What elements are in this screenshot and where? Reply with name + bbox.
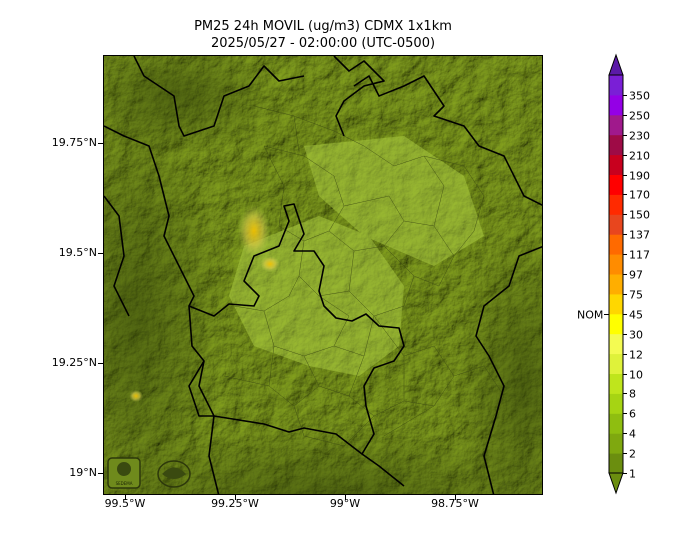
svg-text:SEDEMA: SEDEMA: [116, 481, 133, 486]
colorbar-tick: [623, 194, 627, 196]
colorbar-level-label: 45: [629, 308, 643, 322]
lon-tick-label: 99.25°W: [211, 497, 259, 510]
colorbar-segment: [609, 194, 623, 215]
nom-tick: [604, 313, 609, 315]
colorbar-segment: [609, 174, 623, 195]
colorbar-level-label: 30: [629, 328, 643, 342]
agency-logo: [157, 460, 191, 488]
colorbar-level-label: 170: [629, 188, 650, 202]
colorbar-segment: [609, 433, 623, 454]
colorbar-level-label: 150: [629, 208, 650, 222]
lat-tick-label: 19.75°N: [51, 136, 97, 149]
colorbar-segment: [609, 353, 623, 374]
colorbar-tick: [623, 333, 627, 335]
pollution-hotspot-2: [260, 256, 280, 272]
colorbar-level-label: 350: [629, 89, 650, 103]
colorbar-tick: [623, 94, 627, 96]
lon-tick: [455, 495, 456, 500]
colorbar-min-extend: [608, 472, 624, 495]
colorbar-segment: [609, 134, 623, 156]
colorbar-tick: [623, 473, 627, 474]
lat-tick: [98, 363, 103, 364]
colorbar-segment: [609, 413, 623, 434]
shade-north: [104, 56, 274, 156]
colorbar-tick: [623, 234, 627, 236]
colorbar-level-label: 10: [629, 368, 643, 381]
colorbar-segment: [609, 333, 623, 355]
colorbar-segment: [609, 393, 623, 414]
colorbar-segment: [609, 313, 623, 335]
colorbar-tick: [623, 393, 627, 395]
lon-tick: [235, 495, 236, 500]
colorbar-segment: [609, 373, 623, 394]
pollution-hotspot-3: [129, 390, 143, 402]
logos: SEDEMA: [107, 457, 191, 489]
lat-tick-label: 19.25°N: [51, 356, 97, 369]
colorbar-level-label: 230: [629, 129, 650, 143]
colorbar-segment: [609, 254, 623, 275]
shade-east: [454, 226, 542, 494]
colorbar-level-label: 1: [629, 467, 636, 481]
colorbar-level-label: 2: [629, 447, 636, 461]
colorbar-segment: [609, 274, 623, 295]
colorbar-segment: [609, 234, 623, 255]
colorbar-tick: [623, 174, 627, 176]
state-boundaries: [104, 56, 542, 494]
colorbar-segment: [609, 293, 623, 315]
colorbar-level-label: 137: [629, 228, 650, 242]
lat-tick-label: 19°N: [69, 466, 97, 479]
lon-tick-label: 99°W: [329, 497, 361, 510]
colorbar-level-label: 250: [629, 109, 650, 123]
colorbar-level-label: 6: [629, 407, 636, 421]
colorbar-tick: [623, 114, 627, 116]
lat-tick: [98, 473, 103, 474]
lon-tick: [125, 495, 126, 500]
colorbar-tick: [623, 154, 627, 156]
colorbar-level-label: 210: [629, 149, 650, 163]
colorbar-level-label: 4: [629, 427, 636, 441]
lat-tick: [98, 253, 103, 254]
colorbar-tick: [623, 134, 627, 136]
colorbar-level-label: 97: [629, 268, 643, 282]
colorbar-tick: [623, 433, 627, 435]
colorbar-level-label: 190: [629, 169, 650, 182]
colorbar-segment: [609, 154, 623, 175]
lat-tick-label: 19.5°N: [58, 246, 97, 259]
colorbar-level-label: 8: [629, 387, 636, 401]
colorbar-level-label: 117: [629, 248, 650, 262]
map-panel[interactable]: SEDEMA: [103, 55, 543, 495]
colorbar-segment: [609, 214, 623, 235]
sedema-logo-mark: [117, 462, 131, 476]
colorbar-level-label: 75: [629, 288, 643, 302]
colorbar-tick: [623, 353, 627, 355]
map-svg: SEDEMA: [104, 56, 542, 494]
lon-tick-label: 99.5°W: [104, 497, 146, 510]
colorbar-tick: [623, 214, 627, 216]
colorbar-tick: [623, 373, 627, 375]
municipal-boundaries: [223, 105, 505, 447]
colorbar-tick: [623, 413, 627, 415]
agency-logo-mark: [162, 467, 186, 479]
colorbar-max-extend: [608, 53, 624, 76]
colorbar-tick: [623, 313, 627, 315]
colorbar-segment: [609, 114, 623, 136]
pollution-hotspot: [238, 205, 270, 257]
colorbar-segment: [609, 453, 623, 474]
colorbar-level-label: 12: [629, 348, 643, 362]
colorbar-segment: [609, 75, 623, 96]
lat-tick: [98, 143, 103, 144]
lon-tick: [345, 495, 346, 500]
chart-subtitle: 2025/05/27 - 02:00:00 (UTC-0500): [210, 36, 436, 51]
colorbar-tick: [623, 453, 627, 455]
colorbar-tick: [623, 293, 627, 295]
nom-label: NOM: [577, 308, 604, 322]
lon-tick-label: 98.75°W: [431, 497, 479, 510]
colorbar-segment: [609, 94, 623, 116]
colorbar-tick: [623, 254, 627, 256]
chart-title: PM25 24h MOVIL (ug/m3) CDMX 1x1km: [194, 19, 452, 34]
colorbar-tick: [623, 274, 627, 275]
